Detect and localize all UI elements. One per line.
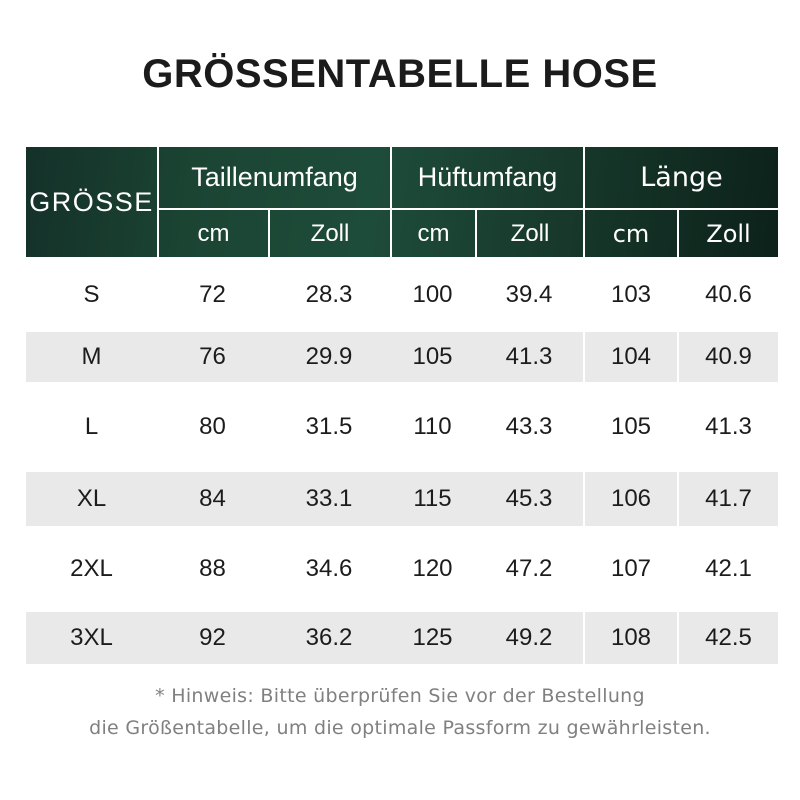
value-cell: 125 bbox=[412, 624, 453, 651]
value-cell: 92 bbox=[199, 624, 226, 651]
header-group-hueftumfang: Hüftumfang bbox=[390, 147, 583, 208]
table-row-2xl: 2XL 88 34.6 120 47.2 107 42.1 bbox=[26, 526, 778, 612]
header-group-taillenumfang: Taillenumfang bbox=[157, 147, 390, 208]
size-cell: L bbox=[84, 413, 99, 440]
header-group-laenge: Länge bbox=[583, 147, 778, 208]
value-cell: 31.5 bbox=[305, 413, 353, 440]
value-cell: 28.3 bbox=[305, 280, 353, 308]
value-cell: 41.3 bbox=[677, 382, 778, 472]
value-cell: 40.6 bbox=[677, 257, 778, 332]
size-cell: M bbox=[81, 343, 102, 370]
table-row-xl: XL 84 33.1 115 45.3 106 41.7 bbox=[26, 472, 778, 526]
value-cell: 42.1 bbox=[677, 526, 778, 612]
value-cell: 80 bbox=[199, 413, 226, 440]
value-cell: 42.5 bbox=[677, 612, 778, 664]
value-cell: 84 bbox=[199, 485, 226, 512]
value-cell: 29.9 bbox=[305, 343, 353, 370]
header-unit-laenge-cm: cm bbox=[583, 208, 677, 257]
value-cell: 49.2 bbox=[505, 624, 553, 651]
value-cell: 104 bbox=[583, 332, 677, 382]
value-cell: 41.7 bbox=[677, 472, 778, 526]
footnote-line-1: * Hinweis: Bitte überprüfen Sie vor der … bbox=[155, 685, 645, 707]
value-cell: 110 bbox=[413, 413, 452, 440]
table-body: S 72 28.3 100 39.4 103 40.6 M 76 29.9 10… bbox=[26, 257, 778, 664]
page-title: GRÖSSENTABELLE HOSE bbox=[142, 52, 658, 96]
header-cell-size: GRÖSSE bbox=[29, 186, 154, 217]
value-cell: 39.4 bbox=[505, 280, 553, 308]
footnote: * Hinweis: Bitte überprüfen Sie vor der … bbox=[0, 680, 800, 744]
table-row-s: S 72 28.3 100 39.4 103 40.6 bbox=[26, 257, 778, 332]
value-cell: 108 bbox=[583, 612, 677, 664]
value-cell: 107 bbox=[583, 526, 677, 612]
header-unit-huefte-cm: cm bbox=[390, 208, 475, 257]
value-cell: 106 bbox=[583, 472, 677, 526]
value-cell: 41.3 bbox=[505, 343, 553, 370]
value-cell: 72 bbox=[199, 280, 226, 308]
value-cell: 76 bbox=[199, 343, 226, 370]
value-cell: 105 bbox=[412, 343, 453, 370]
header-unit-taille-cm: cm bbox=[157, 208, 268, 257]
value-cell: 40.9 bbox=[677, 332, 778, 382]
footnote-line-2: die Größentabelle, um die optimale Passf… bbox=[89, 717, 711, 739]
value-cell: 105 bbox=[583, 382, 677, 472]
size-cell: XL bbox=[76, 485, 107, 512]
value-cell: 36.2 bbox=[305, 624, 353, 651]
header-unit-laenge-zoll: Zoll bbox=[677, 208, 778, 257]
value-cell: 43.3 bbox=[505, 413, 553, 440]
value-cell: 103 bbox=[583, 257, 677, 332]
value-cell: 47.2 bbox=[505, 555, 553, 582]
header-unit-huefte-zoll: Zoll bbox=[475, 208, 583, 257]
table-row-l: L 80 31.5 110 43.3 105 41.3 bbox=[26, 382, 778, 472]
value-cell: 34.6 bbox=[305, 555, 353, 582]
value-cell: 100 bbox=[412, 280, 453, 308]
size-cell: 2XL bbox=[70, 555, 113, 582]
value-cell: 120 bbox=[412, 555, 453, 582]
size-cell: 3XL bbox=[70, 624, 113, 651]
table-header: GRÖSSE Taillenumfang Hüftumfang Länge cm… bbox=[26, 147, 778, 257]
header-unit-taille-zoll: Zoll bbox=[268, 208, 390, 257]
value-cell: 115 bbox=[413, 485, 452, 512]
table-row-3xl: 3XL 92 36.2 125 49.2 108 42.5 bbox=[26, 612, 778, 664]
value-cell: 88 bbox=[199, 555, 226, 582]
size-cell: S bbox=[83, 280, 100, 308]
size-table: GRÖSSE Taillenumfang Hüftumfang Länge cm… bbox=[26, 147, 778, 664]
value-cell: 33.1 bbox=[305, 485, 353, 512]
table-row-m: M 76 29.9 105 41.3 104 40.9 bbox=[26, 332, 778, 382]
value-cell: 45.3 bbox=[505, 485, 553, 512]
